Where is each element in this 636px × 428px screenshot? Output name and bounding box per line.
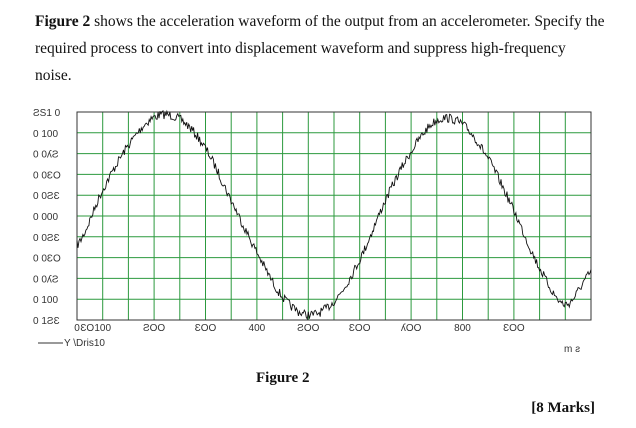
y-tick-label: 0 0ƐO: [33, 254, 61, 265]
x-tick-label: ƐO: [80, 323, 94, 334]
figure-reference: Figure 2: [35, 13, 91, 30]
y-tick-label: 0 100: [33, 129, 58, 140]
plot-frame: [76, 111, 592, 321]
x-tick-label: ƐOO: [195, 323, 217, 334]
x-tick-label: ʎOO: [401, 323, 422, 334]
y-tick-label: 0 0ʎƧ: [33, 274, 59, 285]
waveform-line: [76, 109, 592, 321]
question-text: Figure 2 shows the acceleration waveform…: [35, 8, 605, 89]
y-tick-label: 0 100: [33, 295, 58, 306]
y-tick-label: 0 0ƧƐ: [33, 233, 60, 244]
x-tick-label: ƐOO: [349, 323, 371, 334]
x-tick-label: 100: [94, 323, 111, 334]
y-tick-label: ƧS1 0: [33, 108, 61, 119]
y-tick-label: 0 0ƐO: [33, 170, 61, 181]
x-tick-label: 800: [454, 323, 471, 334]
x-tick-label: ƧOO: [297, 323, 319, 334]
x-axis-labels: 0 ƐO 100 ƧOO ƐOO 400 ƧOO ƐOO ʎOO 800 ƐOO: [74, 323, 525, 334]
x-unit-label: m ƨ: [564, 344, 580, 355]
y-tick-label: 0 000: [33, 212, 58, 223]
question-body: shows the acceleration waveform of the o…: [35, 13, 605, 84]
marks-label: [8 Marks]: [531, 400, 595, 416]
chart-grid: [76, 111, 592, 321]
y-tick-label: 0 1ƧƐ: [33, 316, 60, 327]
x-tick-label: 0: [74, 323, 80, 334]
x-tick-label: 400: [249, 323, 266, 334]
x-tick-label: ƧOO: [143, 323, 165, 334]
y-tick-label: 0 0ʎƧ: [33, 150, 59, 161]
legend-label: Y \Dris10: [64, 338, 105, 349]
figure-caption: Figure 2: [256, 370, 310, 386]
x-tick-label: ƐOO: [503, 323, 525, 334]
y-axis-labels: ƧS1 0 0 100 0 0ʎƧ 0 0ƐO 0 0ƧƐ 0 000 0 0ƧƐ 0 0ƐO…: [33, 108, 61, 327]
y-tick-label: 0 0ƧƐ: [33, 191, 60, 202]
